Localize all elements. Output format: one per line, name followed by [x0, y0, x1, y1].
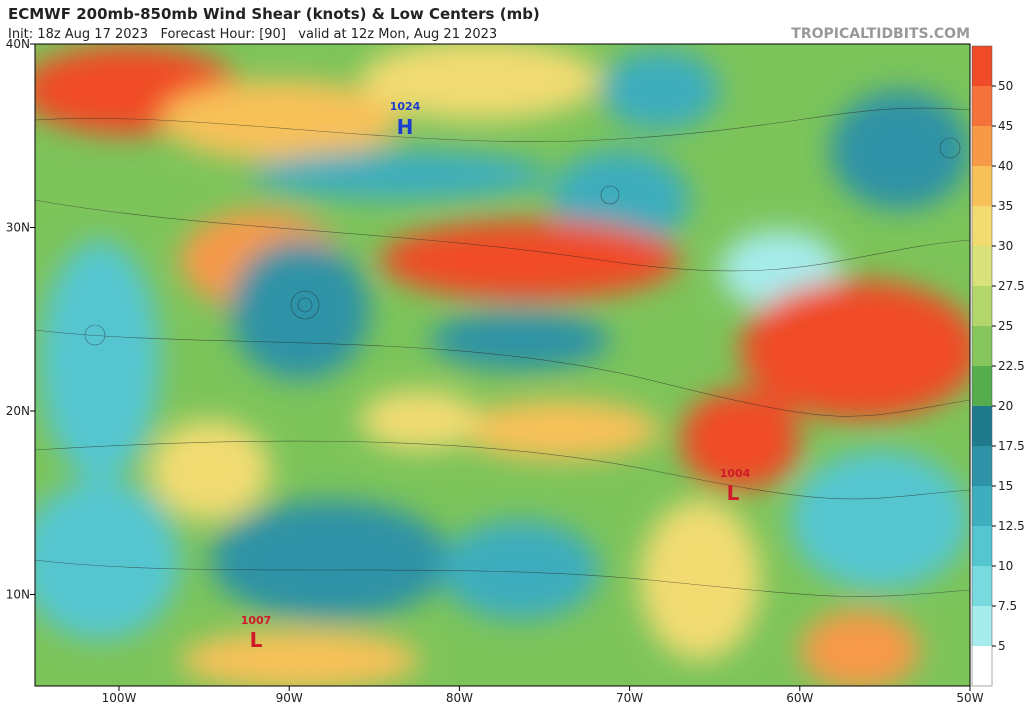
colorbar-label: 40	[998, 159, 1013, 173]
colorbar-label: 22.5	[998, 359, 1024, 373]
title: ECMWF 200mb-850mb Wind Shear (knots) & L…	[8, 5, 540, 23]
center-symbol: L	[250, 628, 263, 652]
center-symbol: H	[397, 115, 414, 139]
colorbar-segment	[972, 206, 992, 246]
colorbar-label: 17.5	[998, 439, 1024, 453]
colorbar-segment	[972, 166, 992, 206]
colorbar-segment	[972, 126, 992, 166]
lon-label: 50W	[956, 691, 983, 705]
shear-field	[35, 44, 970, 686]
colorbar-label: 27.5	[998, 279, 1024, 293]
colorbar-segment	[972, 486, 992, 526]
colorbar-segment	[972, 646, 992, 686]
lon-label: 80W	[446, 691, 473, 705]
colorbar-segment	[972, 246, 992, 286]
colorbar-label: 50	[998, 79, 1013, 93]
colorbar-segment	[972, 326, 992, 366]
lat-label: 40N	[6, 37, 30, 51]
subtitle: Init: 18z Aug 17 2023 Forecast Hour: [90…	[8, 27, 497, 42]
source: TROPICALTIDBITS.COM	[791, 26, 970, 42]
colorbar-segment	[972, 566, 992, 606]
colorbar-segment	[972, 46, 992, 86]
lon-label: 70W	[616, 691, 643, 705]
colorbar-label: 15	[998, 479, 1013, 493]
colorbar-label: 7.5	[998, 599, 1017, 613]
colorbar-segment	[972, 406, 992, 446]
colorbar-segment	[972, 526, 992, 566]
colorbar-label: 35	[998, 199, 1013, 213]
colorbar-label: 20	[998, 399, 1013, 413]
colorbar-segment	[972, 446, 992, 486]
center-pressure: 1024	[390, 100, 421, 113]
map-frame	[34, 43, 971, 687]
center-pressure: 1007	[241, 614, 272, 627]
colorbar-label: 45	[998, 119, 1013, 133]
colorbar-label: 5	[998, 639, 1006, 653]
colorbar-label: 10	[998, 559, 1013, 573]
lon-label: 100W	[102, 691, 137, 705]
colorbar-label: 25	[998, 319, 1013, 333]
colorbar-segment	[972, 86, 992, 126]
colorbar-segment	[972, 366, 992, 406]
colorbar-segment	[972, 606, 992, 646]
center-pressure: 1004	[720, 467, 751, 480]
lon-label: 60W	[786, 691, 813, 705]
lat-label: 30N	[6, 221, 30, 235]
lat-label: 10N	[6, 588, 30, 602]
lat-label: 20N	[6, 404, 30, 418]
colorbar-segment	[972, 286, 992, 326]
lon-label: 90W	[276, 691, 303, 705]
center-symbol: L	[727, 481, 740, 505]
colorbar-label: 12.5	[998, 519, 1024, 533]
colorbar-label: 30	[998, 239, 1013, 253]
